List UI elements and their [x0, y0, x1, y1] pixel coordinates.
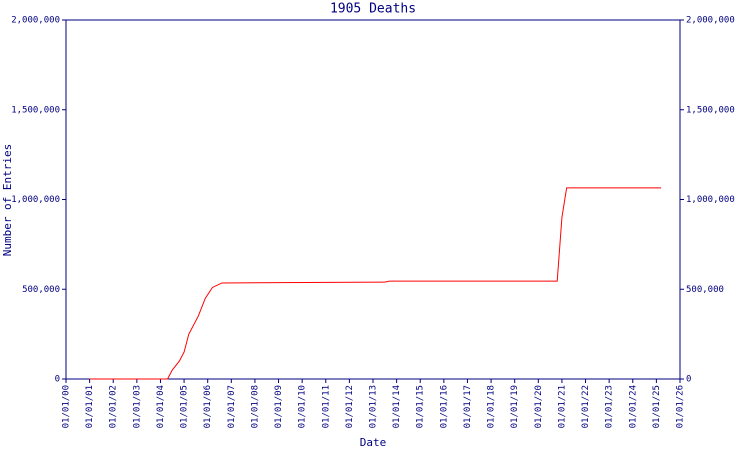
- y2-tick-label: 500,000: [686, 285, 724, 295]
- x-tick-label: 01/01/25: [652, 385, 662, 428]
- x-tick-label: 01/01/13: [369, 385, 379, 428]
- x-tick-label: 01/01/04: [156, 385, 166, 428]
- x-tick-label: 01/01/00: [62, 385, 72, 428]
- x-tick-label: 01/01/17: [463, 385, 473, 428]
- x-tick-label: 01/01/15: [416, 385, 426, 428]
- y2-tick-label: 0: [686, 375, 691, 385]
- x-tick-label: 01/01/06: [203, 385, 213, 428]
- x-tick-label: 01/01/24: [628, 385, 638, 428]
- x-tick-label: 01/01/22: [581, 385, 591, 428]
- x-tick-label: 01/01/16: [439, 385, 449, 428]
- x-axis-label: Date: [360, 436, 387, 449]
- x-tick-label: 01/01/23: [605, 385, 615, 428]
- x-tick-label: 01/01/10: [298, 385, 308, 428]
- y-tick-label: 1,500,000: [11, 105, 60, 115]
- chart-title: 1905 Deaths: [330, 2, 416, 17]
- x-tick-label: 01/01/21: [557, 385, 567, 428]
- x-tick-label: 01/01/01: [85, 385, 95, 428]
- x-tick-label: 01/01/11: [321, 385, 331, 428]
- y2-tick-label: 1,000,000: [686, 195, 735, 205]
- y-axis-label: Number of Entries: [1, 144, 14, 257]
- x-tick-label: 01/01/12: [345, 385, 355, 428]
- y2-tick-label: 1,500,000: [686, 105, 735, 115]
- y-tick-label: 500,000: [22, 285, 60, 295]
- x-tick-label: 01/01/09: [274, 385, 284, 428]
- y-tick-label: 1,000,000: [11, 195, 60, 205]
- data-line: [89, 187, 662, 380]
- x-tick-label: 01/01/26: [676, 385, 686, 428]
- x-tick-label: 01/01/20: [534, 385, 544, 428]
- y-tick-label: 2,000,000: [11, 16, 60, 26]
- x-tick-label: 01/01/02: [109, 385, 119, 428]
- plot-frame: [65, 19, 681, 380]
- x-tick-label: 01/01/03: [132, 385, 142, 428]
- x-tick-label: 01/01/18: [487, 385, 497, 428]
- x-tick-label: 01/01/07: [227, 385, 237, 428]
- x-tick-label: 01/01/19: [510, 385, 520, 428]
- x-tick-label: 01/01/14: [392, 385, 402, 428]
- x-tick-label: 01/01/08: [250, 385, 260, 428]
- y-tick-label: 0: [55, 375, 60, 385]
- x-tick-label: 01/01/05: [180, 385, 190, 428]
- y2-tick-label: 2,000,000: [686, 16, 735, 26]
